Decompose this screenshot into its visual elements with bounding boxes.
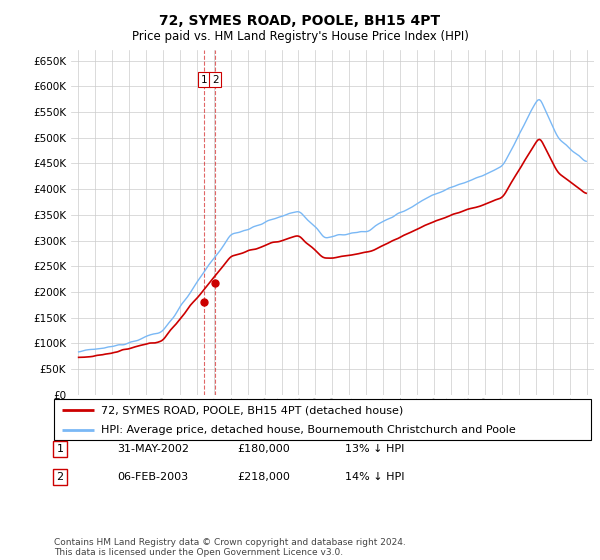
Text: £180,000: £180,000 (237, 444, 290, 454)
Text: 1: 1 (56, 444, 64, 454)
Text: 2: 2 (56, 472, 64, 482)
Text: 31-MAY-2002: 31-MAY-2002 (117, 444, 189, 454)
Text: HPI: Average price, detached house, Bournemouth Christchurch and Poole: HPI: Average price, detached house, Bour… (101, 424, 516, 435)
Text: 72, SYMES ROAD, POOLE, BH15 4PT (detached house): 72, SYMES ROAD, POOLE, BH15 4PT (detache… (101, 405, 404, 415)
Text: 72, SYMES ROAD, POOLE, BH15 4PT: 72, SYMES ROAD, POOLE, BH15 4PT (160, 14, 440, 28)
FancyBboxPatch shape (54, 399, 591, 440)
Text: 14% ↓ HPI: 14% ↓ HPI (345, 472, 404, 482)
Text: £218,000: £218,000 (237, 472, 290, 482)
Text: 2: 2 (212, 74, 218, 85)
Text: 13% ↓ HPI: 13% ↓ HPI (345, 444, 404, 454)
Text: 1: 1 (200, 74, 207, 85)
Text: Contains HM Land Registry data © Crown copyright and database right 2024.
This d: Contains HM Land Registry data © Crown c… (54, 538, 406, 557)
Text: 06-FEB-2003: 06-FEB-2003 (117, 472, 188, 482)
Text: Price paid vs. HM Land Registry's House Price Index (HPI): Price paid vs. HM Land Registry's House … (131, 30, 469, 43)
